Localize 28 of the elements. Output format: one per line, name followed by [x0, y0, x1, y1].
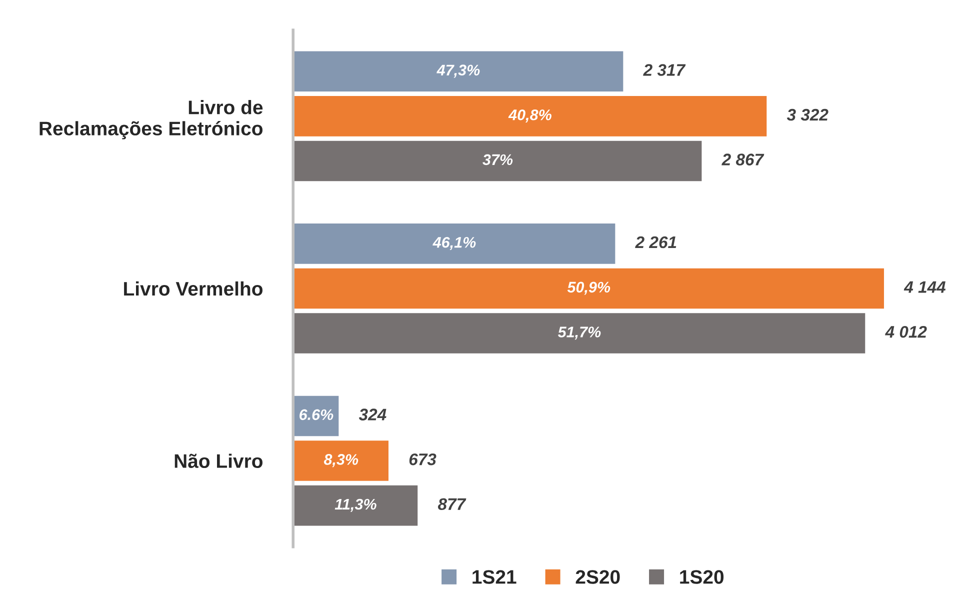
bar: [293, 222, 617, 266]
data-label: 673: [409, 453, 436, 466]
annotation: 40,8%: [508, 109, 552, 123]
data-label: 2 317: [643, 64, 686, 76]
data-label: 324: [358, 408, 386, 420]
annotation: 37%: [482, 154, 513, 166]
data-label: 4 144: [904, 281, 946, 293]
y-tick-label: Livro de Reclamações Eletrónico: [40, 100, 263, 140]
y-tick-label: Não Livro: [174, 454, 262, 468]
annotation: 51,7%: [558, 326, 601, 340]
annotation: 8,3%: [324, 454, 358, 468]
annotation: 6.6%: [300, 409, 334, 420]
data-label: 3 322: [786, 108, 828, 121]
annotation: 50,9%: [567, 282, 610, 295]
annotation: 47,3%: [436, 64, 480, 78]
legend-label: 1S20: [680, 570, 724, 584]
bar: [293, 312, 867, 355]
data-label: 4 012: [885, 326, 927, 338]
legend-label: 2S20: [576, 570, 620, 584]
data-label: 2 261: [635, 236, 676, 248]
y-tick-label: Livro Vermelho: [124, 281, 262, 296]
legend-label: 1S21: [472, 570, 516, 584]
bar: [293, 139, 704, 183]
bar: [293, 266, 886, 310]
annotation: 46,1%: [432, 236, 476, 250]
data-label: 877: [438, 498, 466, 510]
annotation: 11,3%: [334, 498, 376, 512]
data-label: 2 867: [722, 154, 764, 166]
